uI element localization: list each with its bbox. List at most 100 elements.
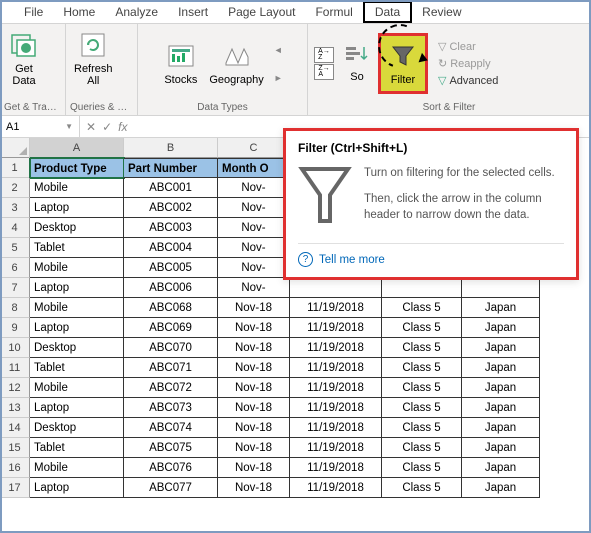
data-cell[interactable]: ABC071 — [124, 358, 218, 378]
data-cell[interactable]: Class 5 — [382, 418, 462, 438]
data-cell[interactable]: Nov-18 — [218, 478, 290, 498]
ribbon-tab-file[interactable]: File — [14, 1, 53, 23]
row-header[interactable]: 2 — [0, 178, 30, 198]
data-cell[interactable]: Mobile — [30, 178, 124, 198]
get-data-button[interactable]: Get Data — [4, 27, 44, 89]
data-cell[interactable]: Japan — [462, 398, 540, 418]
cancel-formula-icon[interactable]: ✕ — [86, 120, 96, 134]
data-cell[interactable]: 11/19/2018 — [290, 298, 382, 318]
data-cell[interactable]: ABC068 — [124, 298, 218, 318]
data-cell[interactable] — [290, 278, 382, 298]
chevron-left-icon[interactable]: ◄ — [274, 45, 283, 55]
row-header[interactable]: 10 — [0, 338, 30, 358]
name-box[interactable]: A1▼ — [0, 116, 80, 137]
geography-button[interactable]: Geography — [205, 38, 267, 88]
column-header[interactable]: C — [218, 138, 290, 158]
data-cell[interactable]: Desktop — [30, 218, 124, 238]
data-cell[interactable]: Nov- — [218, 178, 290, 198]
row-header[interactable]: 5 — [0, 238, 30, 258]
data-cell[interactable]: ABC005 — [124, 258, 218, 278]
header-cell[interactable]: Product Type — [30, 158, 124, 178]
data-cell[interactable]: ABC004 — [124, 238, 218, 258]
data-cell[interactable]: Class 5 — [382, 338, 462, 358]
chevron-right-icon[interactable]: ► — [274, 73, 283, 83]
advanced-button[interactable]: ▽Advanced — [436, 73, 500, 88]
sort-button[interactable]: So — [340, 41, 374, 85]
data-cell[interactable]: Laptop — [30, 478, 124, 498]
data-cell[interactable]: Mobile — [30, 258, 124, 278]
row-header[interactable]: 7 — [0, 278, 30, 298]
data-cell[interactable]: Mobile — [30, 298, 124, 318]
data-cell[interactable]: ABC002 — [124, 198, 218, 218]
data-cell[interactable]: Laptop — [30, 278, 124, 298]
data-cell[interactable]: Nov-18 — [218, 418, 290, 438]
data-cell[interactable]: Nov- — [218, 218, 290, 238]
row-header[interactable]: 14 — [0, 418, 30, 438]
data-cell[interactable]: Class 5 — [382, 378, 462, 398]
header-cell[interactable]: Month O — [218, 158, 290, 178]
data-cell[interactable]: Japan — [462, 458, 540, 478]
data-cell[interactable]: Nov-18 — [218, 298, 290, 318]
data-cell[interactable]: ABC001 — [124, 178, 218, 198]
header-cell[interactable]: Part Number — [124, 158, 218, 178]
data-cell[interactable]: ABC077 — [124, 478, 218, 498]
stocks-button[interactable]: Stocks — [160, 38, 201, 88]
row-header[interactable]: 8 — [0, 298, 30, 318]
data-cell[interactable]: Nov- — [218, 278, 290, 298]
data-cell[interactable]: ABC003 — [124, 218, 218, 238]
data-cell[interactable]: 11/19/2018 — [290, 398, 382, 418]
data-cell[interactable]: 11/19/2018 — [290, 338, 382, 358]
clear-button[interactable]: ▽Clear — [436, 39, 500, 54]
data-cell[interactable]: Class 5 — [382, 298, 462, 318]
data-cell[interactable] — [462, 278, 540, 298]
data-cell[interactable]: Class 5 — [382, 358, 462, 378]
fx-icon[interactable]: fx — [118, 120, 127, 134]
data-cell[interactable]: Nov-18 — [218, 378, 290, 398]
data-cell[interactable]: ABC070 — [124, 338, 218, 358]
select-all-corner[interactable] — [0, 138, 30, 158]
enter-formula-icon[interactable]: ✓ — [102, 120, 112, 134]
data-cell[interactable]: ABC076 — [124, 458, 218, 478]
data-cell[interactable]: Desktop — [30, 338, 124, 358]
data-cell[interactable]: Laptop — [30, 318, 124, 338]
row-header[interactable]: 9 — [0, 318, 30, 338]
data-cell[interactable]: Nov-18 — [218, 318, 290, 338]
data-cell[interactable]: 11/19/2018 — [290, 358, 382, 378]
column-header[interactable]: A — [30, 138, 124, 158]
data-cell[interactable]: Nov- — [218, 258, 290, 278]
refresh-all-button[interactable]: Refresh All — [70, 27, 117, 89]
row-header[interactable]: 17 — [0, 478, 30, 498]
row-header[interactable]: 15 — [0, 438, 30, 458]
row-header[interactable]: 16 — [0, 458, 30, 478]
data-cell[interactable]: Laptop — [30, 198, 124, 218]
data-cell[interactable]: Japan — [462, 418, 540, 438]
filter-button[interactable]: Filter — [383, 38, 423, 88]
data-cell[interactable]: Class 5 — [382, 478, 462, 498]
row-header[interactable]: 3 — [0, 198, 30, 218]
data-cell[interactable]: Japan — [462, 318, 540, 338]
column-header[interactable]: B — [124, 138, 218, 158]
data-cell[interactable]: Laptop — [30, 398, 124, 418]
data-cell[interactable]: Mobile — [30, 458, 124, 478]
data-cell[interactable]: Japan — [462, 358, 540, 378]
data-cell[interactable]: 11/19/2018 — [290, 478, 382, 498]
row-header[interactable]: 11 — [0, 358, 30, 378]
tell-me-more-link[interactable]: ? Tell me more — [298, 243, 564, 267]
data-cell[interactable]: Nov-18 — [218, 358, 290, 378]
ribbon-tab-home[interactable]: Home — [53, 1, 105, 23]
data-cell[interactable]: Nov-18 — [218, 398, 290, 418]
data-cell[interactable]: Tablet — [30, 238, 124, 258]
data-cell[interactable]: Nov- — [218, 238, 290, 258]
data-cell[interactable]: 11/19/2018 — [290, 418, 382, 438]
row-header[interactable]: 6 — [0, 258, 30, 278]
data-cell[interactable]: Japan — [462, 298, 540, 318]
data-cell[interactable]: Class 5 — [382, 458, 462, 478]
data-cell[interactable]: 11/19/2018 — [290, 458, 382, 478]
data-cell[interactable]: Japan — [462, 338, 540, 358]
ribbon-tab-data[interactable]: Data — [363, 1, 412, 23]
data-cell[interactable]: ABC072 — [124, 378, 218, 398]
data-cell[interactable]: Mobile — [30, 378, 124, 398]
ribbon-tab-analyze[interactable]: Analyze — [105, 1, 168, 23]
data-cell[interactable]: ABC075 — [124, 438, 218, 458]
data-cell[interactable]: Japan — [462, 438, 540, 458]
